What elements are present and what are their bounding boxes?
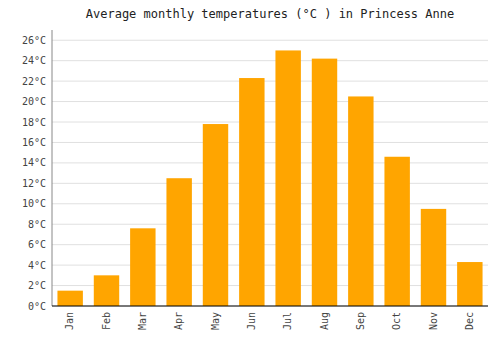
bar xyxy=(348,96,373,306)
grid-line xyxy=(52,142,488,143)
grid-line xyxy=(52,40,488,41)
grid-line xyxy=(52,203,488,204)
grid-line xyxy=(52,162,488,163)
x-tick-label: Sep xyxy=(355,312,366,330)
y-tick-label: 8°C xyxy=(28,219,46,230)
bar xyxy=(94,275,119,306)
y-tick-label: 22°C xyxy=(22,76,46,87)
x-tick-label: Jan xyxy=(64,312,75,330)
grid-line xyxy=(52,60,488,61)
chart-container: Average monthly temperatures (°C ) in Pr… xyxy=(0,0,500,350)
x-tick-label: Feb xyxy=(101,312,112,330)
grid-line xyxy=(52,101,488,102)
x-tick-label: Jun xyxy=(246,312,257,330)
grid-line xyxy=(52,306,488,307)
y-tick-label: 26°C xyxy=(22,35,46,46)
x-tick-label: Aug xyxy=(319,312,330,330)
y-tick-label: 18°C xyxy=(22,117,46,128)
x-axis-line xyxy=(52,306,488,307)
y-tick-label: 14°C xyxy=(22,157,46,168)
chart: Average monthly temperatures (°C ) in Pr… xyxy=(0,0,500,350)
bar xyxy=(384,157,409,306)
x-axis: Jan Feb Mar Apr May Jun Jul Aug Sep Oct Nov Dec xyxy=(64,312,475,330)
bar xyxy=(275,50,300,306)
bars xyxy=(57,50,482,306)
y-tick-label: 10°C xyxy=(22,198,46,209)
bar xyxy=(457,262,482,306)
y-tick-label: 16°C xyxy=(22,137,46,148)
y-axis: 0°C 2°C 4°C 6°C 8°C 10°C 12°C 14°C 16°C 18°C 20°C 2… xyxy=(22,30,52,312)
x-tick-label: Apr xyxy=(173,312,184,330)
x-tick-label: Mar xyxy=(137,312,148,330)
bar xyxy=(57,291,82,306)
x-tick-label: Nov xyxy=(428,312,439,330)
grid-line xyxy=(52,183,488,184)
bar xyxy=(166,178,191,306)
bar xyxy=(203,124,228,306)
x-tick-label: Oct xyxy=(391,312,402,330)
chart-title: Average monthly temperatures (°C ) in Pr… xyxy=(86,7,454,21)
y-tick-label: 12°C xyxy=(22,178,46,189)
y-axis-line xyxy=(52,30,53,306)
y-tick-label: 6°C xyxy=(28,239,46,250)
bar xyxy=(421,209,446,306)
grid-line xyxy=(52,122,488,123)
y-tick-label: 24°C xyxy=(22,55,46,66)
bar xyxy=(312,59,337,306)
grid-line xyxy=(52,81,488,82)
y-tick-label: 20°C xyxy=(22,96,46,107)
x-tick-label: May xyxy=(210,312,221,330)
y-tick-label: 2°C xyxy=(28,280,46,291)
y-tick-label: 0°C xyxy=(28,301,46,312)
grid xyxy=(52,40,488,306)
x-tick-label: Dec xyxy=(464,312,475,330)
bar xyxy=(239,78,264,306)
y-tick-label: 4°C xyxy=(28,260,46,271)
x-tick-label: Jul xyxy=(282,312,293,330)
bar xyxy=(130,228,155,306)
